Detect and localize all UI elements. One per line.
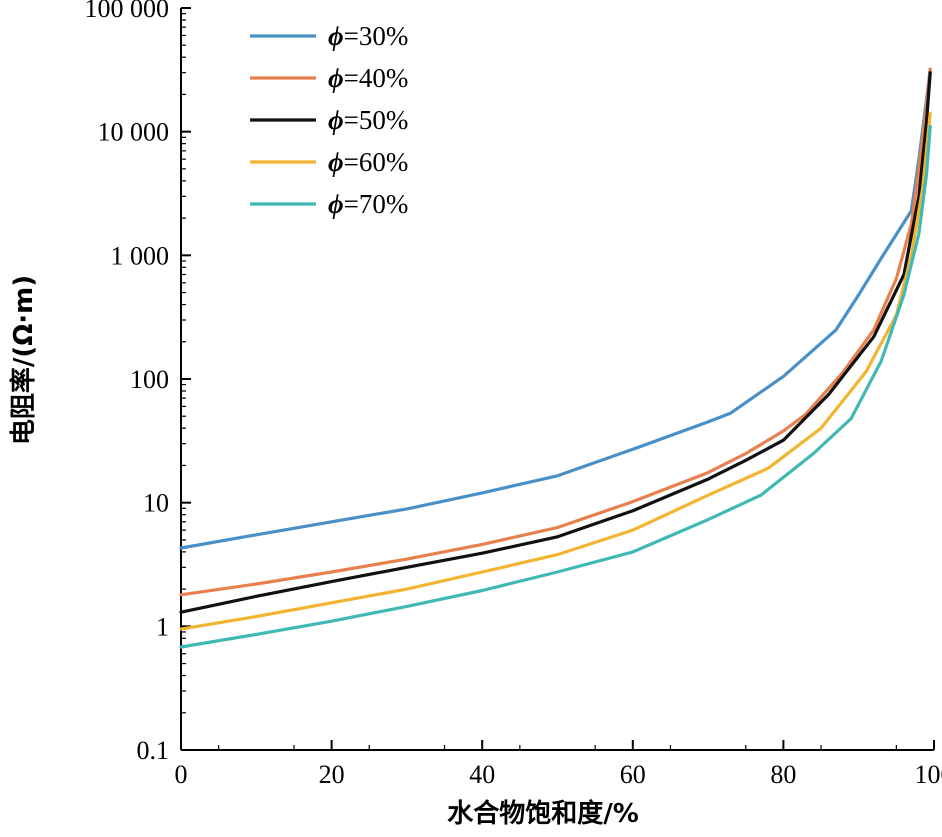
y-tick-label: 1 — [156, 612, 169, 641]
axes: 0.1 1 10 100 1 000 10 000 100 000 0 20 40 60 80 100 — [85, 0, 942, 789]
series-line-5 — [179, 124, 932, 649]
legend-label-1: ϕ=30% — [328, 21, 408, 51]
y-tick-label: 10 — [143, 489, 169, 518]
series-lines — [179, 67, 932, 649]
x-axis-title: 水合物饱和度/% — [447, 798, 639, 829]
series-line-1 — [179, 67, 932, 550]
x-tick-label: 40 — [469, 760, 495, 789]
series-line-3 — [179, 71, 932, 614]
legend-label-5: ϕ=70% — [328, 189, 408, 219]
legend-label-3: ϕ=50% — [328, 105, 408, 135]
x-tick-label: 20 — [319, 760, 345, 789]
y-axis-title: 电阻率/(Ω·m) — [8, 275, 39, 445]
legend-label-2: ϕ=40% — [328, 63, 408, 93]
x-tick-label: 100 — [915, 760, 942, 789]
x-tick-label: 60 — [620, 760, 646, 789]
y-tick-label: 100 000 — [85, 0, 170, 23]
series-line-4 — [179, 111, 932, 631]
x-tick-label: 0 — [175, 760, 188, 789]
x-tick-label: 80 — [770, 760, 796, 789]
series-line-2 — [179, 67, 932, 597]
y-tick-label: 0.1 — [137, 736, 170, 765]
y-tick-label: 1 000 — [111, 241, 170, 270]
legend: ϕ=30% ϕ=40% ϕ=50% ϕ=60% ϕ=70% — [250, 21, 408, 219]
y-tick-label: 100 — [130, 365, 169, 394]
legend-label-4: ϕ=60% — [328, 147, 408, 177]
y-tick-label: 10 000 — [98, 118, 170, 147]
